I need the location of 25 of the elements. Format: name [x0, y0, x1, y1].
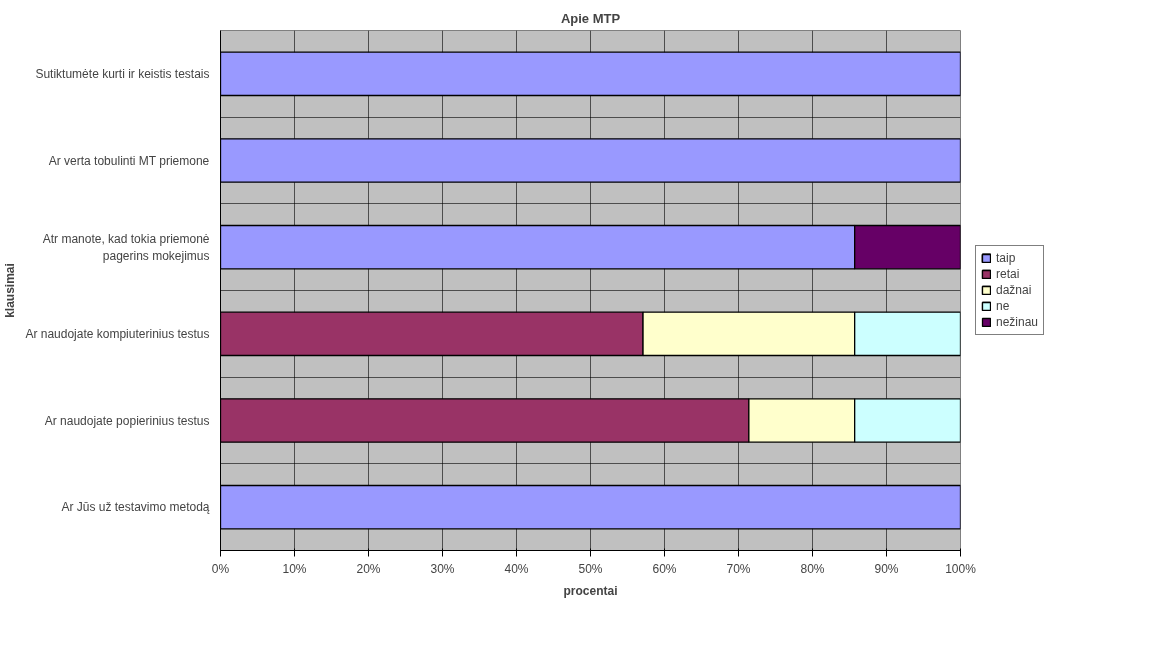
y-axis-title: klausimai: [3, 263, 18, 318]
legend-label: ne: [996, 299, 1011, 313]
y-tick-label: Sutiktumėte kurti ir keistis testais: [35, 66, 210, 81]
x-axis-title: procentai: [563, 583, 618, 598]
x-tick-label: 40%: [504, 561, 529, 576]
legend-label: retai: [996, 267, 1020, 281]
legend-label: taip: [996, 251, 1016, 265]
x-tick-label: 0%: [211, 561, 230, 576]
x-tick-label: 60%: [652, 561, 677, 576]
y-tick-label: Ar verta tobulinti MT priemone: [48, 153, 210, 168]
x-tick-label: 70%: [726, 561, 751, 576]
y-tick-label: Ar naudojate popierinius testus: [44, 413, 210, 428]
legend-label: nežinau: [996, 315, 1039, 329]
x-tick-label: 50%: [578, 561, 603, 576]
y-tick-label: Ar Jūs už testavimo metodą: [61, 500, 210, 515]
chart-title: Apie MTP: [560, 10, 621, 26]
x-tick-label: 100%: [945, 561, 977, 576]
x-tick-label: 20%: [356, 561, 381, 576]
x-tick-label: 90%: [874, 561, 899, 576]
legend-label: dažnai: [996, 283, 1032, 297]
y-tick-label: Ar naudojate kompiuterinius testus: [25, 326, 210, 341]
x-tick-label: 80%: [800, 561, 825, 576]
x-tick-label: 10%: [282, 561, 307, 576]
y-tick-label: Atr manote, kad tokia priemonė pagerins mokejimus: [42, 231, 210, 263]
x-tick-label: 30%: [430, 561, 455, 576]
